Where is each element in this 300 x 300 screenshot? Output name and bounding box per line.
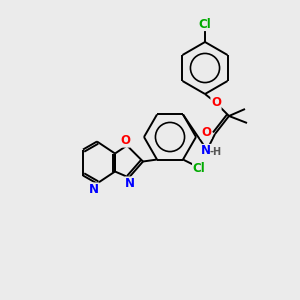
Text: Cl: Cl	[193, 162, 206, 175]
Text: O: O	[201, 125, 211, 139]
Text: N: N	[89, 183, 99, 196]
Text: N: N	[125, 177, 135, 190]
Text: O: O	[211, 97, 221, 110]
Text: -H: -H	[210, 147, 222, 157]
Text: N: N	[201, 145, 211, 158]
Text: O: O	[120, 134, 130, 147]
Text: Cl: Cl	[199, 17, 212, 31]
